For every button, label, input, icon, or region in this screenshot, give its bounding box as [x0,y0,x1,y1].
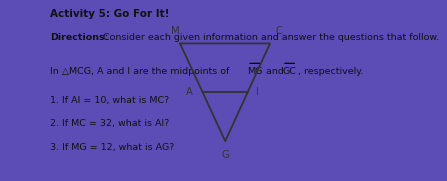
Text: M: M [171,26,180,36]
Text: 2. If MC = 32, what is AI?: 2. If MC = 32, what is AI? [50,119,169,129]
Text: Directions:: Directions: [50,33,108,42]
Text: and: and [263,67,287,76]
Text: Consider each given information and answer the questions that follow.: Consider each given information and answ… [100,33,439,42]
Text: MG: MG [247,67,262,76]
Text: I: I [257,87,259,97]
Text: In △MCG, A and I are the midpoints of: In △MCG, A and I are the midpoints of [50,67,232,76]
Text: 1. If AI = 10, what is MC?: 1. If AI = 10, what is MC? [50,96,169,105]
Text: C: C [275,26,282,36]
Text: A: A [186,87,193,97]
Text: GC: GC [282,67,296,76]
Text: G: G [221,150,229,160]
Text: Activity 5: Go For It!: Activity 5: Go For It! [50,9,169,19]
Text: , respectively.: , respectively. [298,67,363,76]
Text: 3. If MG = 12, what is AG?: 3. If MG = 12, what is AG? [50,143,174,152]
